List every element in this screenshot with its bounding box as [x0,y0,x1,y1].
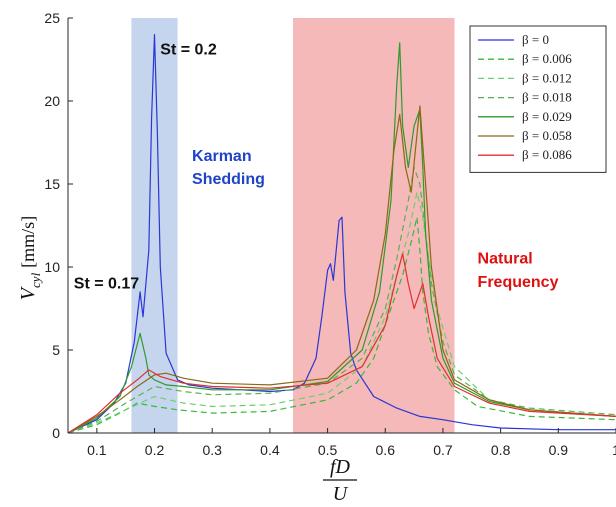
legend-label-4: β = 0.029 [522,109,572,124]
legend: β = 0 β = 0.006 β = 0.012 β = 0.018 β = 0.02… [469,25,607,173]
x-label-numerator: fD [330,456,351,478]
series-line-3 [67,166,616,434]
x-tick-label-7: 0.8 [491,442,511,458]
annotation-1: Karman [192,148,252,165]
x-tick-label-4: 0.5 [318,442,338,458]
y-tick-label-2: 10 [44,259,60,275]
x-axis-label: fD U [323,456,357,505]
x-tick-label-3: 0.4 [260,442,280,458]
series-line-0 [67,34,616,434]
annotation-2: Shedding [192,171,265,188]
band-0 [131,18,178,433]
y-tick-label-4: 20 [44,93,60,109]
legend-label-3: β = 0.018 [522,90,572,105]
annotation-3: St = 0.17 [74,276,139,293]
y-label-main: V [17,285,39,300]
series-line-6 [67,253,616,434]
highlight-bands [131,18,455,433]
y-tick-label-5: 25 [44,10,60,26]
y-label-unit: [mm/s] [18,216,38,268]
y-tick-label-3: 15 [44,176,60,192]
y-axis-label: Vcyl [mm/s] [17,216,43,300]
y-tick-label-0: 0 [52,425,60,441]
axes: 0.10.20.30.40.50.60.70.80.910510152025 [44,10,616,458]
legend-label-2: β = 0.012 [522,70,572,85]
legend-label-5: β = 0.058 [522,128,572,143]
x-tick-label-1: 0.2 [145,442,165,458]
x-tick-label-6: 0.7 [433,442,453,458]
annotation-5: Frequency [478,274,559,291]
annotation-4: Natural [478,251,533,268]
svg-text:Vcyl[mm/s]: Vcyl [mm/s] [17,216,43,300]
legend-label-1: β = 0.006 [522,51,572,66]
x-tick-label-5: 0.6 [376,442,396,458]
y-label-sub: cyl [28,272,43,288]
legend-label-6: β = 0.086 [522,147,572,162]
y-tick-label-1: 5 [52,342,60,358]
series-line-2 [67,191,616,434]
legend-label-0: β = 0 [522,32,549,47]
annotation-0: St = 0.2 [160,42,217,59]
legend-box [469,25,607,173]
series-line-4 [67,42,616,434]
series-lines [67,34,616,434]
x-tick-label-8: 0.9 [549,442,569,458]
x-tick-label-0: 0.1 [87,442,107,458]
series-line-1 [67,216,616,434]
annotations: St = 0.2 Karman Shedding St = 0.17 Natural Fr… [74,42,559,293]
x-label-denominator: U [333,483,349,505]
x-tick-label-9: 1 [612,442,616,458]
x-tick-label-2: 0.3 [202,442,222,458]
band-1 [292,18,455,433]
